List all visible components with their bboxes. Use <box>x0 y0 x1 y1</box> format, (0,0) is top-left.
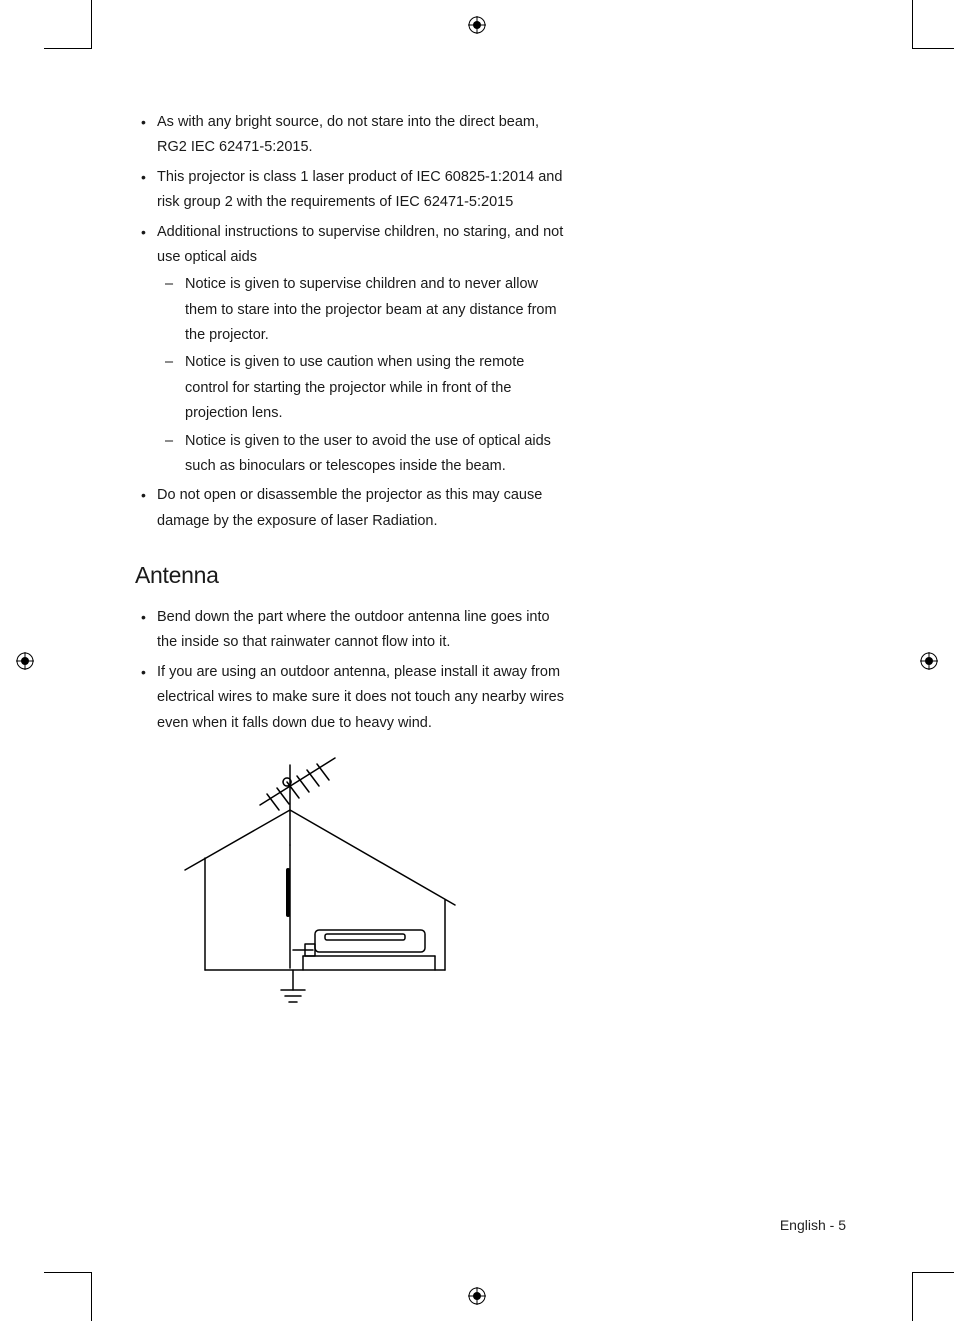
sub-bullets: Notice is given to supervise children an… <box>157 272 565 479</box>
list-item: Do not open or disassemble the projector… <box>135 483 565 534</box>
registration-mark-icon <box>468 16 486 34</box>
crop-mark <box>91 1273 92 1321</box>
list-item: If you are using an outdoor antenna, ple… <box>135 660 565 736</box>
antenna-diagram <box>175 750 565 1015</box>
registration-mark-icon <box>920 652 938 670</box>
crop-mark <box>44 48 92 49</box>
list-item: Notice is given to the user to avoid the… <box>157 429 565 480</box>
antenna-bullets: Bend down the part where the outdoor ant… <box>135 605 565 736</box>
registration-mark-icon <box>468 1287 486 1305</box>
list-item: Notice is given to supervise children an… <box>157 272 565 348</box>
crop-mark <box>91 0 92 48</box>
section-heading-antenna: Antenna <box>135 562 565 589</box>
safety-bullets: As with any bright source, do not stare … <box>135 110 565 534</box>
crop-mark <box>44 1272 92 1273</box>
page-content: As with any bright source, do not stare … <box>135 110 565 1015</box>
crop-mark <box>912 48 954 49</box>
crop-mark <box>912 1273 913 1321</box>
list-item: This projector is class 1 laser product … <box>135 165 565 216</box>
list-item: Additional instructions to supervise chi… <box>135 220 565 480</box>
crop-mark <box>912 1272 954 1273</box>
list-item: Bend down the part where the outdoor ant… <box>135 605 565 656</box>
house-antenna-icon <box>175 750 475 1010</box>
crop-mark <box>912 0 913 48</box>
list-item: As with any bright source, do not stare … <box>135 110 565 161</box>
list-item: Notice is given to use caution when usin… <box>157 350 565 426</box>
registration-mark-icon <box>16 652 34 670</box>
list-item-text: Additional instructions to supervise chi… <box>157 224 563 265</box>
page-footer: English - 5 <box>780 1217 846 1233</box>
